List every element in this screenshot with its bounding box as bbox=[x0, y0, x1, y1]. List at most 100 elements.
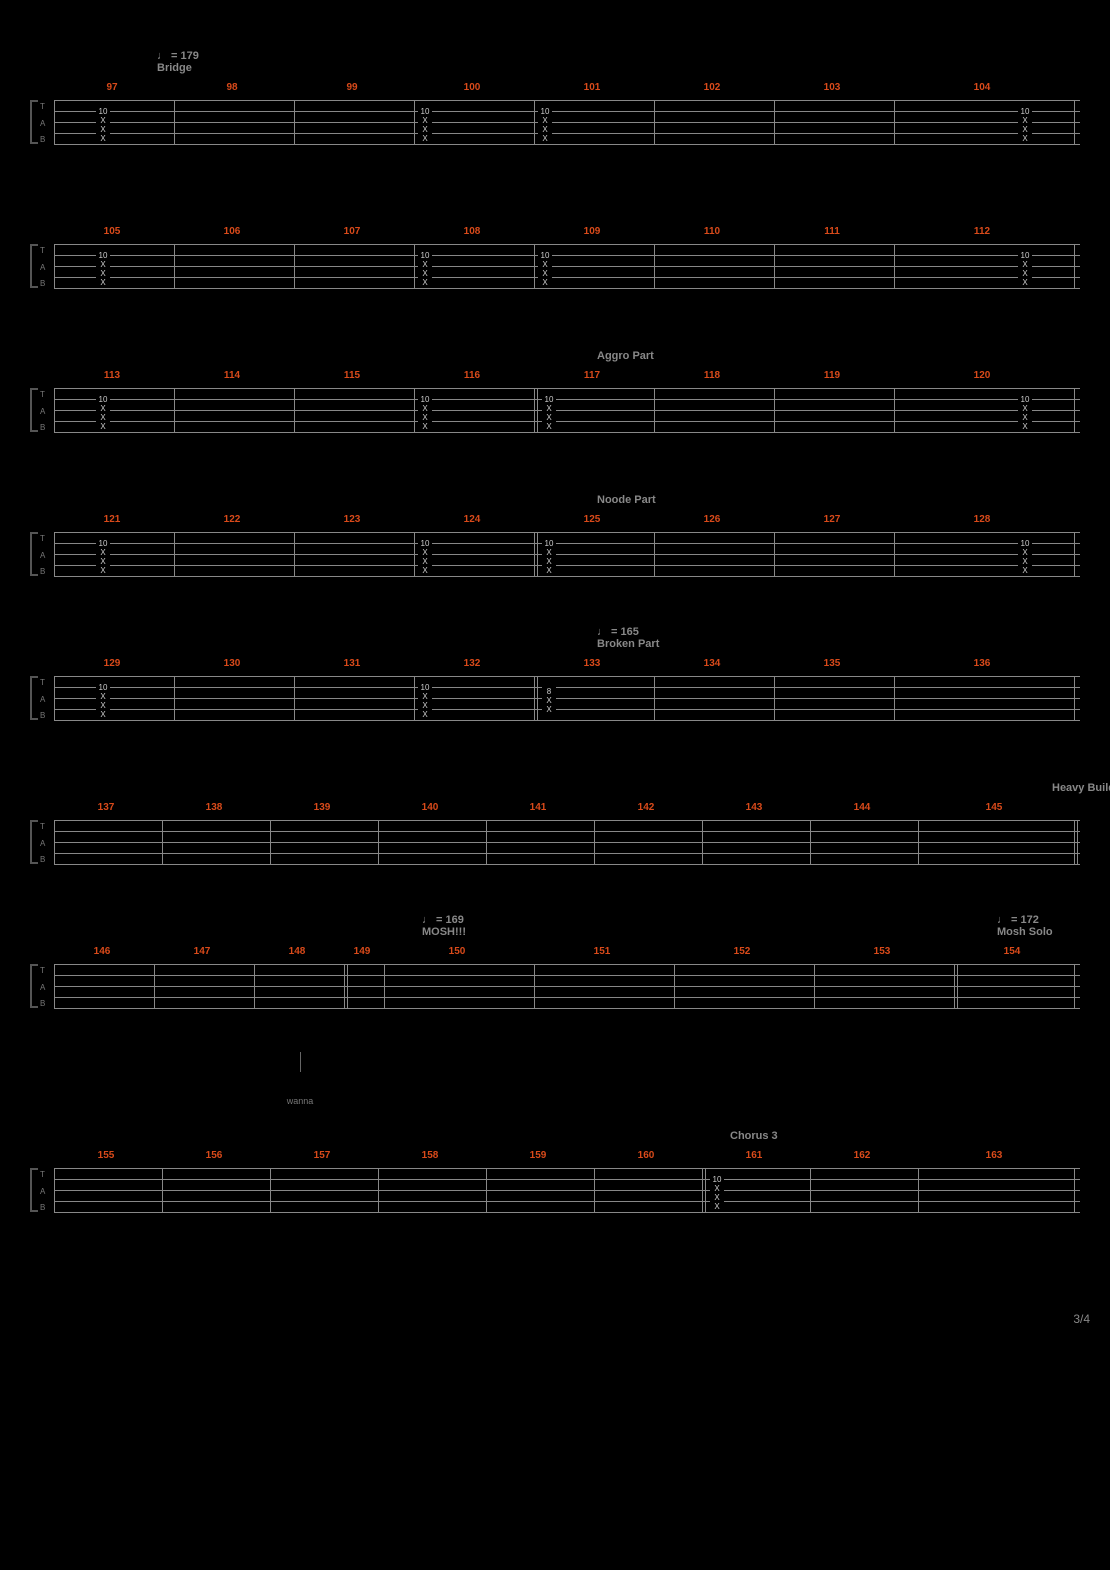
barline bbox=[534, 100, 535, 144]
measure-number: 158 bbox=[422, 1150, 439, 1161]
barline bbox=[594, 1168, 595, 1212]
measure-number: 154 bbox=[1004, 946, 1021, 957]
staff-line bbox=[54, 820, 1080, 821]
barline bbox=[1074, 676, 1075, 720]
measure-number: 161 bbox=[746, 1150, 763, 1161]
barline bbox=[534, 244, 535, 288]
barline bbox=[1074, 964, 1075, 1008]
section-label: Heavy Build-U bbox=[1052, 782, 1110, 794]
tab-staff: 10XXX10XXX10XXX10XXX bbox=[54, 388, 1080, 432]
staff-line bbox=[54, 543, 1080, 544]
barline bbox=[414, 388, 415, 432]
barline bbox=[918, 820, 919, 864]
staff-line bbox=[54, 1008, 1080, 1009]
measure-number: 144 bbox=[854, 802, 871, 813]
barline bbox=[594, 820, 595, 864]
staff-line bbox=[54, 277, 1080, 278]
tab-system: Noode Part121122123124125126127128TAB10X… bbox=[30, 482, 1080, 576]
tab-clef: TAB bbox=[40, 388, 54, 432]
barline bbox=[894, 100, 895, 144]
barline bbox=[1074, 1168, 1075, 1212]
barline bbox=[294, 532, 295, 576]
barline bbox=[486, 1168, 487, 1212]
measure-number: 129 bbox=[104, 658, 121, 669]
measure-number: 145 bbox=[986, 802, 1003, 813]
staff-line bbox=[54, 266, 1080, 267]
staff-line bbox=[54, 576, 1080, 577]
measure-number: 134 bbox=[704, 658, 721, 669]
barline bbox=[654, 676, 655, 720]
measure-number: 127 bbox=[824, 514, 841, 525]
tab-clef: TAB bbox=[40, 820, 54, 864]
measure-number: 140 bbox=[422, 802, 439, 813]
measure-number: 111 bbox=[824, 226, 840, 237]
measure-number: 100 bbox=[464, 82, 481, 93]
measure-number: 132 bbox=[464, 658, 481, 669]
staff-line bbox=[54, 698, 1080, 699]
measure-number: 119 bbox=[824, 370, 840, 381]
barline bbox=[814, 964, 815, 1008]
barline bbox=[414, 532, 415, 576]
barline bbox=[810, 820, 811, 864]
measure-number: 162 bbox=[854, 1150, 871, 1161]
barline bbox=[174, 676, 175, 720]
measure-number: 126 bbox=[704, 514, 721, 525]
tempo-marking: ♩ = 165 bbox=[597, 626, 639, 638]
section-label: Broken Part bbox=[597, 638, 659, 650]
barline bbox=[54, 964, 55, 1008]
section-label: Chorus 3 bbox=[730, 1130, 778, 1142]
tab-staff bbox=[54, 964, 1080, 1008]
measure-number: 118 bbox=[704, 370, 720, 381]
measure-number: 155 bbox=[98, 1150, 115, 1161]
measure-number: 142 bbox=[638, 802, 655, 813]
section-label: Noode Part bbox=[597, 494, 656, 506]
measure-number: 99 bbox=[346, 82, 357, 93]
barline bbox=[534, 532, 535, 576]
barline bbox=[414, 100, 415, 144]
barline bbox=[894, 244, 895, 288]
measure-number: 98 bbox=[226, 82, 237, 93]
measure-number: 130 bbox=[224, 658, 241, 669]
staff-line bbox=[54, 100, 1080, 101]
barline bbox=[1074, 388, 1075, 432]
measure-number: 138 bbox=[206, 802, 223, 813]
barline bbox=[654, 100, 655, 144]
section-label: MOSH!!! bbox=[422, 926, 466, 938]
staff-bracket bbox=[30, 964, 38, 1008]
staff-line bbox=[54, 565, 1080, 566]
staff-bracket bbox=[30, 388, 38, 432]
section-label: Bridge bbox=[157, 62, 192, 74]
tab-staff bbox=[54, 820, 1080, 864]
staff-bracket bbox=[30, 100, 38, 144]
staff-line bbox=[54, 986, 1080, 987]
staff-line bbox=[54, 432, 1080, 433]
staff-line bbox=[54, 122, 1080, 123]
measure-number: 147 bbox=[194, 946, 211, 957]
staff-line bbox=[54, 709, 1080, 710]
barline bbox=[414, 676, 415, 720]
barline bbox=[894, 676, 895, 720]
barline bbox=[154, 964, 155, 1008]
staff-line bbox=[54, 144, 1080, 145]
tab-system: ♩ = 169♩ = 172MOSH!!!Mosh Solo1461471481… bbox=[30, 914, 1080, 1068]
measure-number: 131 bbox=[344, 658, 361, 669]
measure-number: 115 bbox=[344, 370, 360, 381]
barline bbox=[1074, 244, 1075, 288]
barline bbox=[774, 676, 775, 720]
measure-number: 116 bbox=[464, 370, 480, 381]
tempo-marking: ♩ = 169 bbox=[422, 914, 464, 926]
staff-bracket bbox=[30, 532, 38, 576]
measure-number: 125 bbox=[584, 514, 601, 525]
barline bbox=[294, 676, 295, 720]
measure-number: 105 bbox=[104, 226, 121, 237]
tab-staff: 10XXX10XXX8XX bbox=[54, 676, 1080, 720]
barline bbox=[174, 244, 175, 288]
measure-number: 135 bbox=[824, 658, 841, 669]
measure-number: 102 bbox=[704, 82, 721, 93]
barline bbox=[54, 1168, 55, 1212]
staff-line bbox=[54, 1201, 1080, 1202]
staff-line bbox=[54, 997, 1080, 998]
staff-line bbox=[54, 421, 1080, 422]
tab-clef: TAB bbox=[40, 1168, 54, 1212]
tab-system: Chorus 3155156157158159160161162163TAB10… bbox=[30, 1118, 1080, 1212]
